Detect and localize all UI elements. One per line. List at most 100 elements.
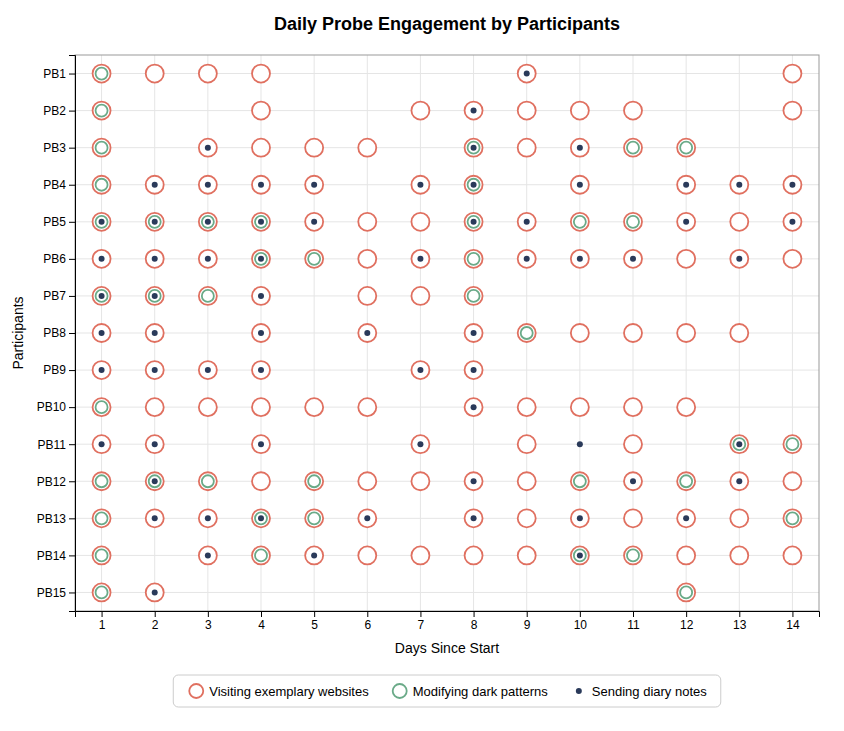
x-tick-label: 11	[627, 618, 640, 632]
ring	[571, 472, 589, 490]
ring	[730, 509, 748, 527]
ring	[733, 438, 745, 450]
ring	[96, 216, 108, 228]
y-tick: PB9	[43, 363, 75, 377]
ring	[202, 216, 214, 228]
ring	[624, 213, 642, 231]
ring	[93, 102, 111, 120]
ring	[411, 213, 429, 231]
y-tick-mark	[69, 518, 75, 519]
x-tick-label: 6	[364, 618, 371, 632]
ring	[571, 102, 589, 120]
chart-container: Daily Probe Engagement by Participants12…	[0, 0, 844, 731]
ring	[308, 475, 320, 487]
ring	[146, 398, 164, 416]
dot	[577, 441, 583, 447]
x-tick-label: 7	[418, 618, 425, 632]
ring	[468, 253, 480, 265]
ring	[96, 401, 108, 413]
ring	[783, 102, 801, 120]
dot	[205, 219, 211, 225]
ring	[680, 475, 692, 487]
dot	[258, 219, 264, 225]
dot	[99, 330, 105, 336]
ring	[199, 287, 217, 305]
dot	[99, 441, 105, 447]
ring	[96, 512, 108, 524]
dot	[152, 330, 158, 336]
dot	[152, 182, 158, 188]
ring	[93, 213, 111, 231]
ring	[305, 176, 323, 194]
ring	[358, 213, 376, 231]
dot	[736, 478, 742, 484]
y-tick: PB8	[43, 326, 75, 340]
ring	[677, 546, 695, 564]
ring	[783, 213, 801, 231]
ring	[465, 361, 483, 379]
ring	[783, 250, 801, 268]
ring	[93, 65, 111, 83]
ring	[786, 512, 798, 524]
y-tick-label: PB4	[43, 178, 66, 192]
x-tick-mark	[208, 611, 209, 617]
grid-line-y	[75, 370, 819, 371]
dot	[683, 515, 689, 521]
grid-line-y	[75, 258, 819, 259]
ring	[465, 546, 483, 564]
ring	[146, 583, 164, 601]
dot	[417, 367, 423, 373]
ring	[627, 142, 639, 154]
ring	[358, 139, 376, 157]
dot	[311, 219, 317, 225]
ring	[255, 216, 267, 228]
ring	[518, 139, 536, 157]
x-tick-label: 4	[258, 618, 265, 632]
ring	[305, 213, 323, 231]
ring	[465, 250, 483, 268]
dot	[258, 256, 264, 262]
x-tick-mark	[474, 611, 475, 617]
x-axis-line	[76, 612, 820, 618]
ring	[468, 142, 480, 154]
legend-swatch	[576, 688, 582, 694]
x-tick-mark	[633, 611, 634, 617]
x-tick-mark	[314, 611, 315, 617]
ring	[730, 472, 748, 490]
ring	[358, 546, 376, 564]
legend-label: Visiting exemplary websites	[209, 684, 369, 699]
ring	[518, 324, 536, 342]
ring	[96, 549, 108, 561]
dot	[471, 404, 477, 410]
x-tick: 10	[574, 611, 588, 632]
ring	[96, 586, 108, 598]
ring	[93, 472, 111, 490]
grid	[75, 55, 819, 611]
y-tick-mark	[69, 333, 75, 334]
legend-item: Sending diary notes	[576, 684, 707, 699]
ring	[521, 327, 533, 339]
ring	[571, 324, 589, 342]
x-tick: 11	[627, 611, 640, 632]
ring	[730, 546, 748, 564]
ring	[96, 142, 108, 154]
ring	[730, 176, 748, 194]
ring	[255, 512, 267, 524]
ring	[680, 586, 692, 598]
x-tick: 12	[680, 611, 694, 632]
ring	[305, 509, 323, 527]
grid-line-y	[75, 407, 819, 408]
ring	[93, 435, 111, 453]
y-tick: PB1	[43, 67, 75, 81]
ring	[252, 546, 270, 564]
ring	[252, 509, 270, 527]
series	[99, 71, 796, 596]
ring	[624, 546, 642, 564]
ring	[252, 361, 270, 379]
ring	[518, 65, 536, 83]
grid-line-y	[75, 444, 819, 445]
x-tick-mark	[739, 611, 740, 617]
ring	[252, 102, 270, 120]
ring	[627, 216, 639, 228]
y-tick-label: PB13	[37, 512, 67, 526]
